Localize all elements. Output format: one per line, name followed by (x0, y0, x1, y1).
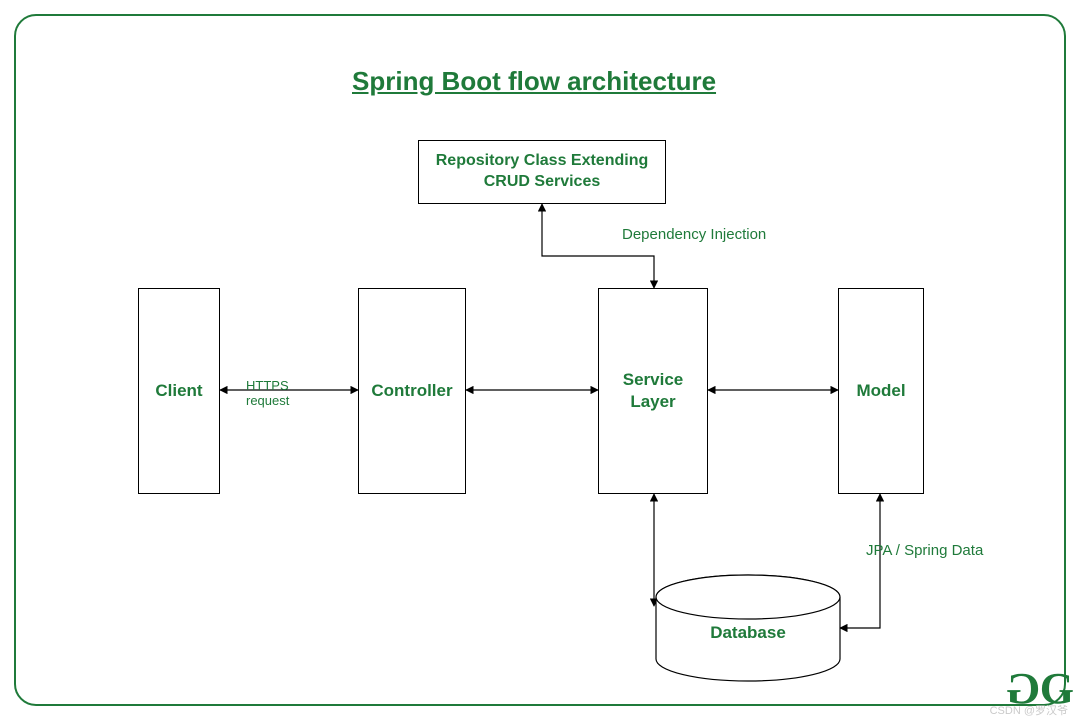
edge-label-client-controller: HTTPS request (246, 378, 289, 408)
edge-label-model-db: JPA / Spring Data (866, 542, 983, 559)
diagram-title: Spring Boot flow architecture (352, 66, 716, 97)
node-client-label: Client (155, 380, 202, 402)
node-model-label: Model (856, 380, 905, 402)
watermark: CSDN @罗汉爷 (990, 702, 1068, 718)
edge-label-repo-service: Dependency Injection (622, 226, 766, 243)
node-service-label: Service Layer (623, 369, 684, 413)
node-repository-label: Repository Class Extending CRUD Services (436, 151, 649, 193)
node-client: Client (138, 288, 220, 494)
node-repository: Repository Class Extending CRUD Services (418, 140, 666, 204)
node-controller: Controller (358, 288, 466, 494)
node-controller-label: Controller (371, 380, 452, 402)
node-model: Model (838, 288, 924, 494)
node-service: Service Layer (598, 288, 708, 494)
